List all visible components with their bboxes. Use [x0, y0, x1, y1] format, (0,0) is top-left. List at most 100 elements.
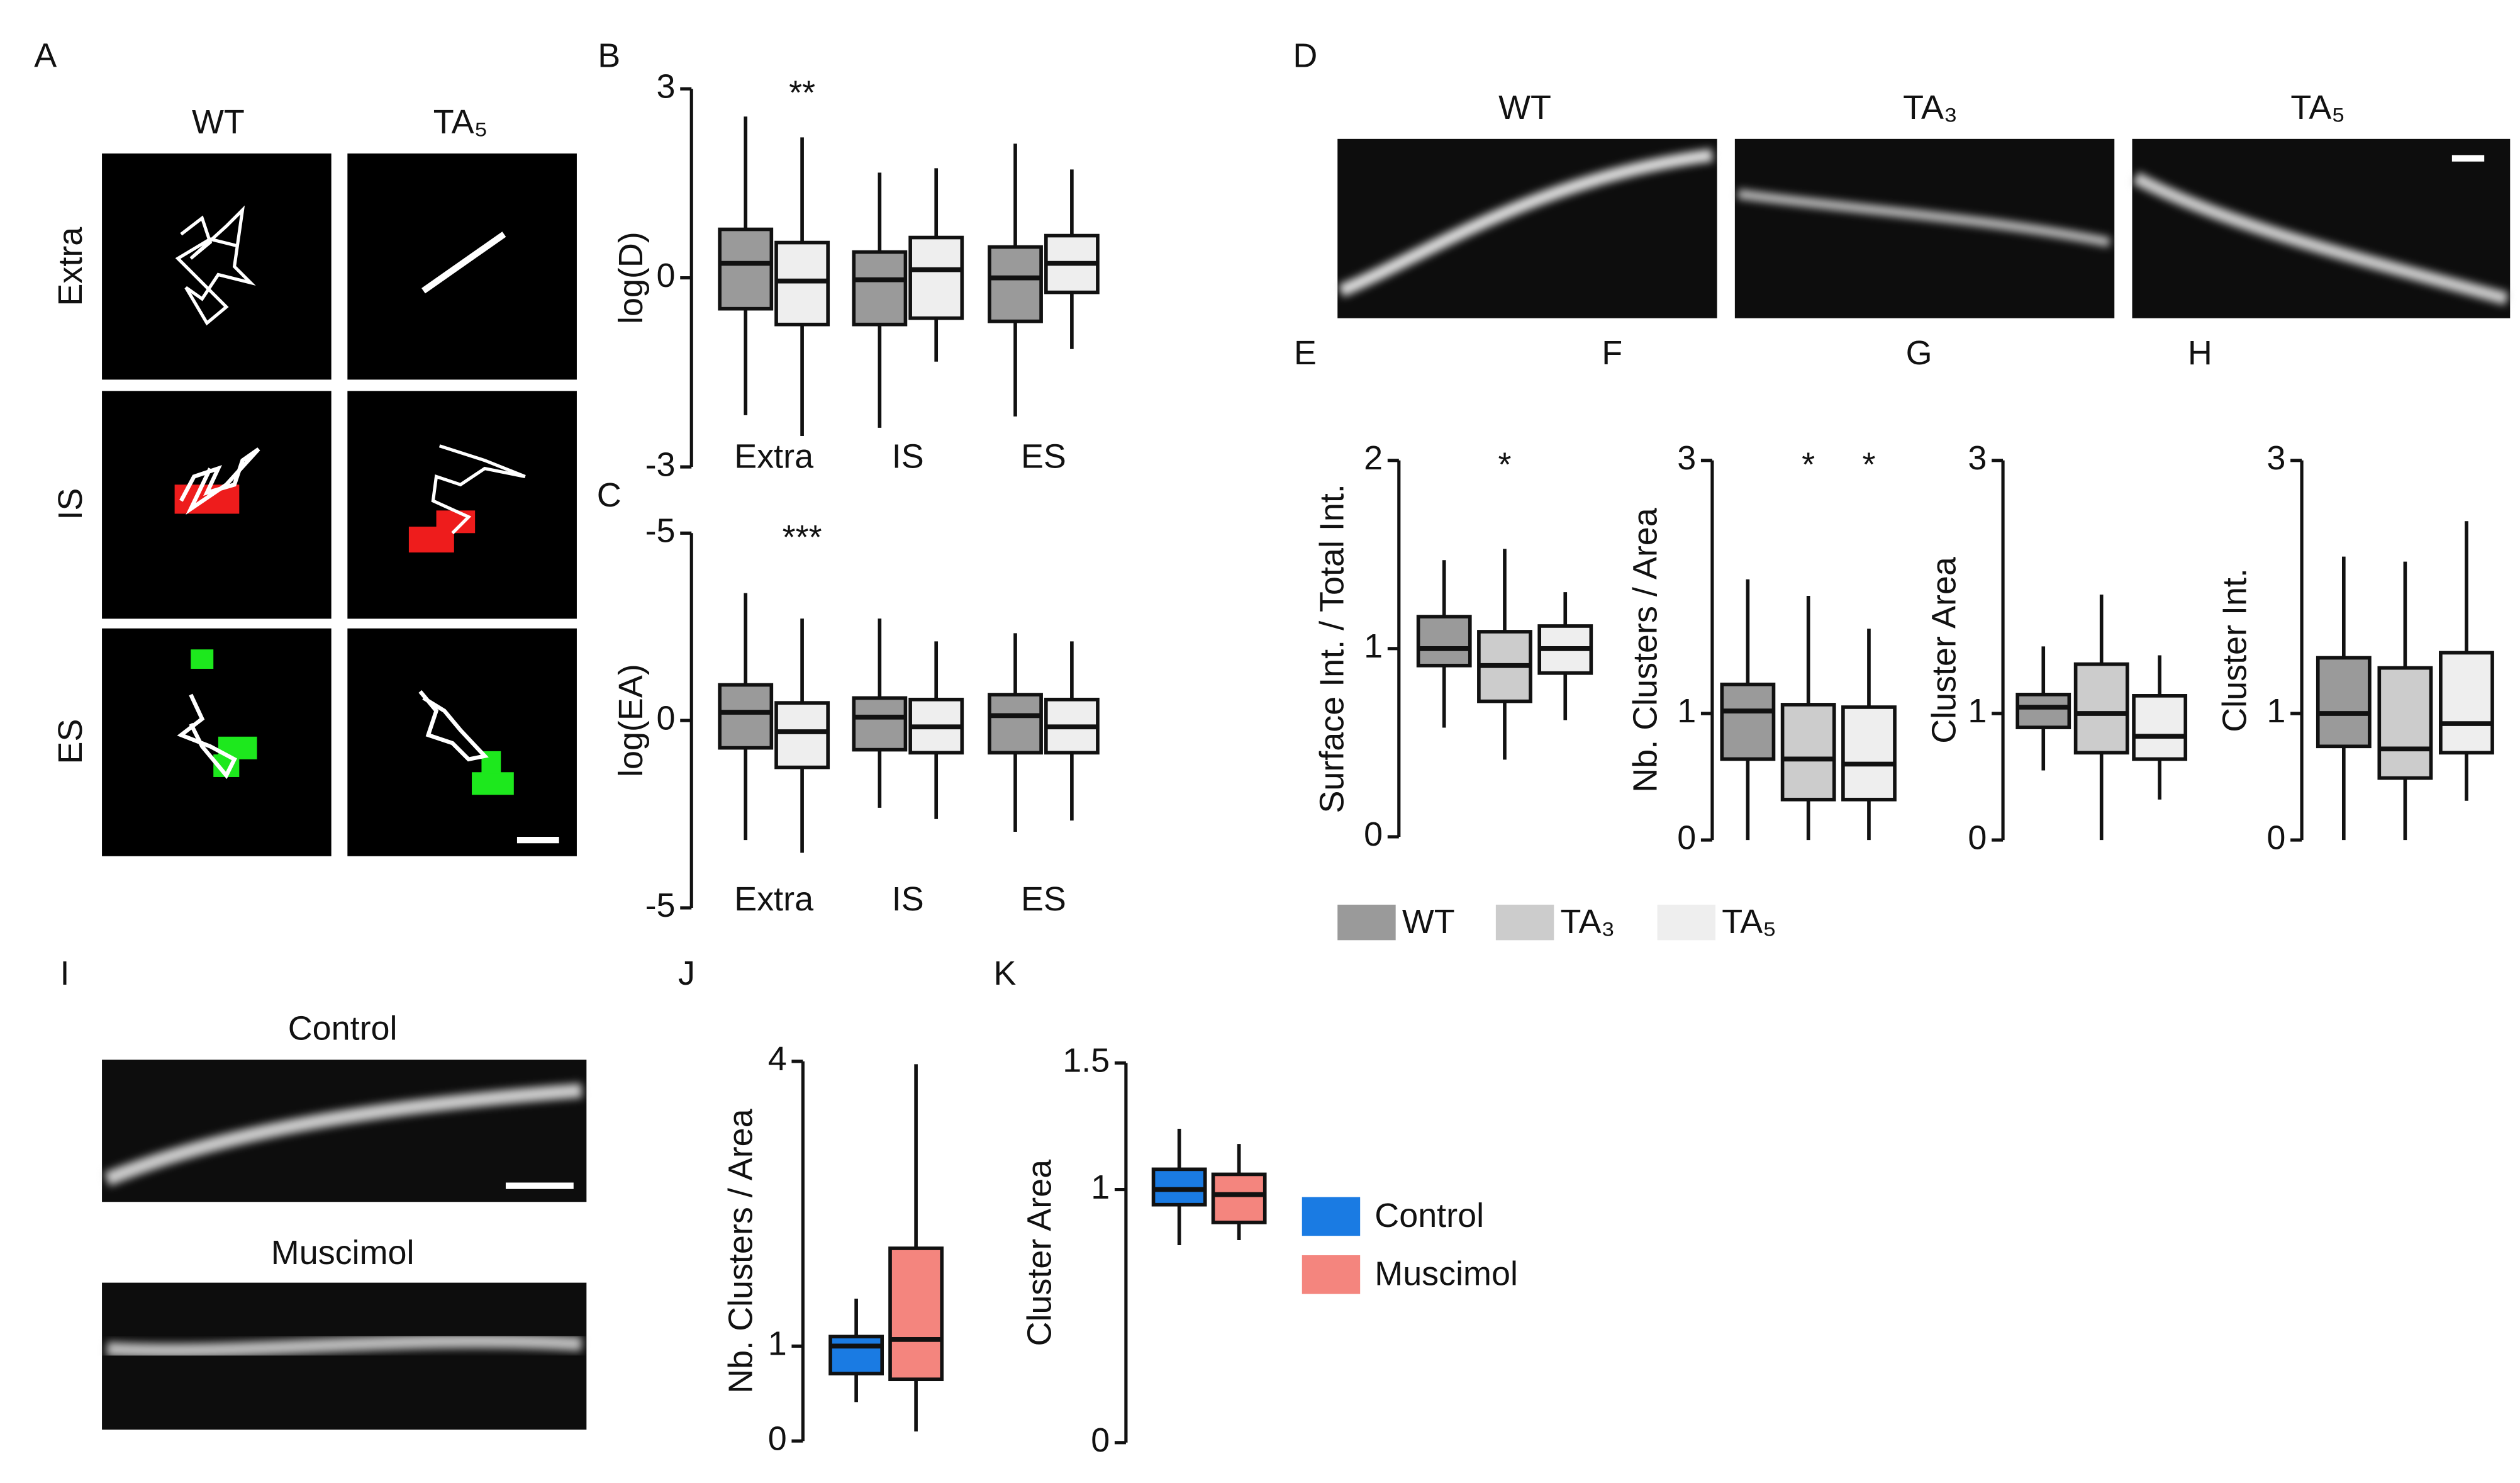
legend-swatch	[1302, 1255, 1361, 1294]
legend-label: Control	[1374, 1197, 1484, 1234]
tile	[347, 391, 577, 619]
chart: 0 1 1.5 Cluster Area	[1021, 1042, 1267, 1459]
y-tick-label: 0	[1091, 1421, 1110, 1459]
y-tick-label: 0	[1968, 819, 1987, 856]
annotation: *	[1802, 445, 1815, 483]
column-title: WT	[192, 103, 245, 141]
y-tick-label: 0	[657, 699, 676, 737]
legend-label: Muscimol	[1374, 1255, 1518, 1293]
row-title: ES	[52, 719, 89, 764]
y-tick-label: 1	[1091, 1168, 1110, 1206]
panel-i-images	[102, 1060, 587, 1430]
x-tick-label: ES	[1021, 880, 1066, 918]
y-tick-label: -5	[645, 512, 676, 550]
y-tick-label: 1	[768, 1325, 787, 1363]
annotation: ***	[783, 518, 822, 556]
trajectory	[179, 447, 260, 515]
x-tick-label: IS	[892, 437, 924, 475]
y-axis-label: Cluster Int.	[2216, 568, 2254, 732]
synapse	[191, 649, 214, 669]
box	[828, 1335, 884, 1375]
trajectory	[431, 444, 526, 535]
box	[1211, 1172, 1267, 1224]
trajectory	[421, 232, 506, 294]
column-title: TA₅	[433, 103, 488, 141]
trajectory	[418, 690, 489, 762]
panel-letter: E	[1294, 334, 1317, 372]
image-title: Muscimol	[271, 1234, 415, 1272]
y-tick-label: 4	[768, 1040, 787, 1078]
box	[1151, 1167, 1207, 1207]
box	[774, 240, 830, 327]
chart: 0 1 2 Surface Int. / Total Int. *	[1313, 439, 1593, 853]
box	[1780, 703, 1836, 802]
legend-label: TA₅	[1722, 903, 1776, 941]
box	[852, 250, 908, 327]
box	[988, 245, 1043, 323]
y-axis-label: Nb. Clusters / Area	[722, 1109, 760, 1393]
box	[888, 1246, 944, 1382]
y-tick-label: 1	[1364, 627, 1383, 665]
panel-letter: F	[1602, 334, 1622, 372]
chart: 0 1 3 Cluster Area	[1925, 439, 2188, 856]
panel-letter: C	[597, 476, 622, 514]
trajectory	[177, 693, 237, 780]
y-tick-label: 2	[1364, 439, 1383, 477]
y-tick-label: 1	[1677, 692, 1696, 730]
panel-letter: I	[60, 954, 70, 992]
y-axis-label: Cluster Area	[1021, 1160, 1059, 1346]
legend-swatch	[1337, 904, 1396, 941]
box	[1841, 705, 1897, 802]
y-tick-label: 3	[657, 67, 676, 105]
box	[908, 235, 964, 320]
panel-a-tiles	[102, 153, 577, 856]
box	[2073, 662, 2129, 755]
box	[718, 683, 774, 750]
dendrite	[106, 1333, 583, 1358]
panel-letter: B	[598, 37, 620, 75]
y-tick-label: -5	[645, 887, 676, 924]
y-tick-label: 0	[657, 257, 676, 294]
panel-letter: G	[1906, 334, 1932, 372]
chart: 0 1 3 Nb. Clusters / Area * *	[1626, 439, 1897, 856]
chart: -5 0 -5 log(EA) Extra IS ES ***	[612, 512, 1100, 924]
row-title: Extra	[52, 227, 89, 306]
tile	[347, 628, 577, 856]
column-title: WT	[1498, 89, 1551, 126]
tile	[102, 628, 332, 856]
panel-letter: J	[678, 954, 695, 992]
dendrite	[104, 1083, 583, 1187]
box	[718, 227, 774, 311]
panel-letter: K	[993, 954, 1016, 992]
box	[1720, 682, 1776, 761]
annotation: **	[789, 74, 815, 112]
box	[1416, 615, 1472, 668]
y-tick-label: -3	[645, 445, 676, 483]
panel-letter: D	[1293, 37, 1317, 75]
box	[2377, 666, 2433, 780]
box	[2439, 651, 2494, 755]
annotation: *	[1498, 445, 1511, 483]
x-tick-label: Extra	[734, 880, 813, 918]
image-title: Control	[288, 1009, 398, 1047]
x-tick-label: Extra	[734, 437, 813, 475]
annotation: *	[1862, 445, 1875, 483]
legend-swatch	[1495, 904, 1554, 941]
y-tick-label: 0	[2266, 819, 2285, 856]
column-title: TA₅	[2290, 89, 2345, 126]
y-tick-label: 1	[1968, 692, 1987, 730]
tile	[102, 153, 332, 380]
box	[2316, 656, 2372, 749]
x-tick-label: IS	[892, 880, 924, 918]
x-tick-label: ES	[1021, 437, 1066, 475]
legend-label: TA₃	[1561, 903, 1615, 941]
y-axis-label: Cluster Area	[1925, 557, 1963, 744]
chart: 0 1 4Nb. Clusters / Area	[722, 1040, 944, 1457]
panel-letter: H	[2188, 334, 2212, 372]
micrograph	[102, 1060, 587, 1202]
y-axis-label: Nb. Clusters / Area	[1626, 508, 1664, 792]
y-tick-label: 0	[768, 1419, 787, 1457]
y-tick-label: 1	[2266, 692, 2285, 730]
